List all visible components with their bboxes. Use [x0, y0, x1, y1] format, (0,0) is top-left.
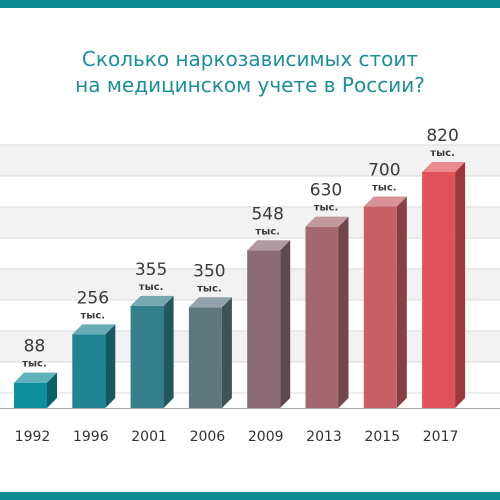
bar-top-2009 — [247, 240, 291, 251]
unit-label-1992: тыс. — [22, 359, 47, 370]
bar-2009 — [247, 250, 281, 408]
unit-label-2009: тыс. — [255, 226, 280, 237]
chart-title: Сколько наркозависимых стоит на медицинс… — [0, 46, 500, 98]
bar-top-2017 — [422, 162, 466, 172]
value-label-2017: 820 — [426, 126, 458, 146]
bar-top-1992 — [14, 372, 57, 383]
unit-label-2006: тыс. — [197, 283, 222, 294]
chart-title-line-2: на медицинском учете в России? — [75, 73, 425, 97]
unit-label-2001: тыс. — [139, 282, 164, 293]
value-label-2001: 355 — [135, 260, 167, 280]
bar-top-2001 — [130, 295, 174, 306]
bar-2015 — [363, 206, 397, 408]
bar-2013 — [305, 226, 339, 408]
bar-top-2006 — [188, 297, 232, 308]
unit-label-1996: тыс. — [81, 310, 106, 321]
bar-2001 — [130, 305, 164, 408]
bar-side-2013 — [338, 216, 349, 408]
bar-side-2001 — [163, 295, 174, 408]
bar-top-1996 — [72, 324, 116, 335]
bar-side-1992 — [47, 372, 57, 408]
bar-1992 — [14, 382, 47, 408]
value-label-2009: 548 — [251, 204, 283, 224]
x-tick-label-1992: 1992 — [15, 429, 51, 445]
bar-1996 — [72, 334, 106, 408]
unit-label-2013: тыс. — [314, 203, 339, 214]
bar-top-2013 — [305, 216, 349, 227]
value-label-2006: 350 — [193, 261, 225, 281]
value-label-2013: 630 — [310, 181, 342, 201]
bar-side-2015 — [396, 196, 407, 408]
top-accent-band — [0, 0, 500, 8]
x-tick-label-2009: 2009 — [248, 429, 284, 445]
bar-2017 — [422, 172, 456, 408]
x-tick-label-2001: 2001 — [131, 429, 167, 445]
bar-side-1996 — [105, 324, 116, 408]
x-tick-label-1996: 1996 — [73, 429, 109, 445]
unit-label-2015: тыс. — [372, 183, 397, 194]
x-tick-label-2013: 2013 — [306, 429, 342, 445]
bar-side-2017 — [455, 162, 466, 408]
x-tick-label-2006: 2006 — [190, 429, 226, 445]
bottom-accent-band — [0, 492, 500, 500]
bar-top-2015 — [363, 196, 407, 207]
unit-label-2017: тыс. — [430, 148, 455, 159]
bar-2006 — [188, 307, 222, 408]
value-label-2015: 700 — [368, 161, 400, 181]
x-tick-label-2017: 2017 — [423, 429, 459, 445]
bar-side-2009 — [280, 240, 291, 408]
value-label-1992: 88 — [24, 337, 46, 357]
x-tick-label-2015: 2015 — [364, 429, 400, 445]
value-label-1996: 256 — [77, 288, 109, 308]
grid-band — [0, 145, 500, 176]
grid-band — [0, 207, 500, 238]
bar-side-2006 — [221, 297, 232, 408]
chart-title-line-1: Сколько наркозависимых стоит — [81, 47, 419, 71]
